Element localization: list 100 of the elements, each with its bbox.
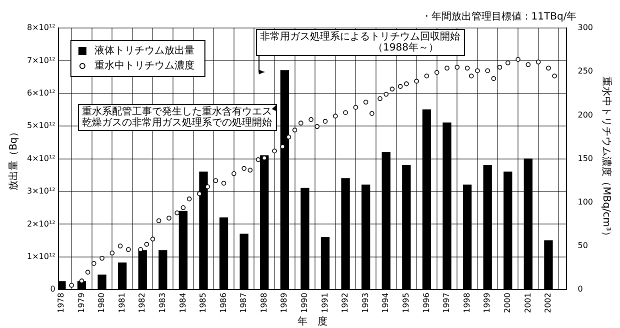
point: [298, 120, 304, 126]
point: [384, 92, 389, 97]
point: [322, 118, 328, 124]
point: [85, 270, 90, 275]
x-tick-label: 1980: [97, 292, 106, 313]
x-tick-label: 1992: [340, 292, 350, 313]
x-tick-label: 1982: [138, 292, 147, 313]
point: [398, 84, 403, 89]
point: [464, 66, 470, 71]
y-tick-label: 5×10¹²: [26, 121, 56, 130]
x-tick-label: 1995: [401, 292, 410, 313]
point: [242, 166, 246, 171]
point: [332, 114, 338, 118]
point: [536, 60, 541, 64]
point: [546, 66, 551, 71]
y-tick-label: 8×10¹²: [26, 23, 56, 32]
y2-tick-label: 200: [578, 110, 594, 120]
legend-label: 液体トリチウム放出量: [94, 44, 194, 57]
text: ・年間放出管理目標値：11TBq/年: [421, 10, 577, 23]
annotation: 乾燥ガスの非常用ガス処理系での処理開始: [82, 116, 272, 129]
y-axis-title: 放出量（Bq）: [8, 127, 20, 190]
x-tick-label: 1978: [56, 292, 66, 313]
x-tick-label: 1985: [198, 292, 208, 313]
x-tick-label: 1994: [381, 292, 390, 313]
point: [378, 96, 382, 102]
point: [256, 157, 261, 162]
point: [205, 184, 210, 190]
point: [232, 171, 236, 176]
x-tick-label: 1997: [442, 292, 452, 313]
point: [180, 205, 186, 210]
point: [526, 62, 531, 68]
x-tick-label: 2002: [544, 292, 553, 313]
point: [150, 236, 156, 242]
point: [69, 282, 74, 288]
y-tick-label: 7×10¹²: [26, 56, 56, 65]
point: [468, 74, 474, 78]
y-tick-label: 2×10¹²: [26, 219, 56, 228]
point: [491, 76, 496, 81]
point: [308, 117, 314, 122]
y2-tick-label: 150: [578, 154, 594, 163]
x-tick-label: 1996: [422, 292, 431, 313]
point: [292, 128, 298, 132]
point: [414, 78, 419, 84]
y2-tick-label: 250: [578, 66, 594, 76]
point: [314, 124, 320, 129]
legend-label: 重水中トリチウム濃度: [94, 60, 194, 72]
point: [363, 100, 368, 105]
point: [166, 216, 172, 221]
x-tick-label: 1991: [320, 292, 330, 313]
y-tick-label: 0: [50, 284, 56, 294]
point: [485, 68, 490, 74]
x-tick-label: 1987: [239, 292, 248, 313]
point: [174, 210, 180, 216]
y2-tick-label: 50: [578, 241, 588, 250]
x-tick-label: 1990: [300, 292, 310, 313]
y-tick-label: 6×10¹²: [26, 88, 56, 98]
x-tick-label: 1979: [76, 292, 86, 313]
point: [118, 244, 123, 248]
x-tick-label: 1999: [482, 292, 492, 313]
x-tick-label: 1984: [178, 292, 188, 313]
point: [248, 168, 253, 173]
point: [505, 60, 510, 66]
x-tick-label: 1986: [218, 292, 228, 313]
point: [434, 70, 440, 75]
point: [552, 74, 557, 78]
y2-axis-title: 重水中トリチウム濃度（MBq/cm³）: [600, 76, 612, 242]
x-tick-label: 1983: [158, 292, 167, 313]
point: [497, 64, 502, 70]
point: [444, 66, 450, 71]
y2-tick-label: 0: [578, 284, 583, 294]
point: [516, 56, 520, 62]
annotation: 重水系配管工事で発生した重水含有ウエス: [82, 106, 272, 118]
x-axis-title: 年 度: [298, 316, 328, 328]
x-tick-label: 1998: [462, 292, 472, 313]
y2-tick-label: 300: [578, 23, 594, 32]
x-tick-label: 1988: [259, 292, 268, 313]
point: [390, 86, 395, 92]
point: [156, 218, 162, 224]
point: [353, 104, 358, 110]
point: [404, 81, 409, 86]
y-tick-label: 4×10¹²: [26, 154, 56, 163]
y-tick-label: 3×10¹²: [26, 186, 56, 196]
point: [92, 261, 96, 266]
point: [221, 180, 226, 186]
y-tick-label: 1×10¹²: [26, 252, 56, 262]
x-tick-label: 1993: [360, 292, 370, 313]
x-tick-label: 1989: [280, 292, 289, 313]
point: [110, 250, 115, 256]
point: [213, 178, 218, 184]
y2-tick-label: 100: [578, 198, 594, 207]
point: [370, 111, 374, 116]
point: [424, 74, 430, 78]
point: [138, 247, 143, 252]
point: [454, 64, 460, 70]
point: [186, 196, 192, 202]
x-tick-label: 1981: [117, 292, 126, 313]
x-tick-label: 2001: [523, 292, 532, 313]
x-tick-label: 2000: [502, 292, 512, 313]
annotation: 非常用ガス処理系によるトリチウム回収開始: [260, 30, 460, 43]
point: [475, 68, 480, 74]
